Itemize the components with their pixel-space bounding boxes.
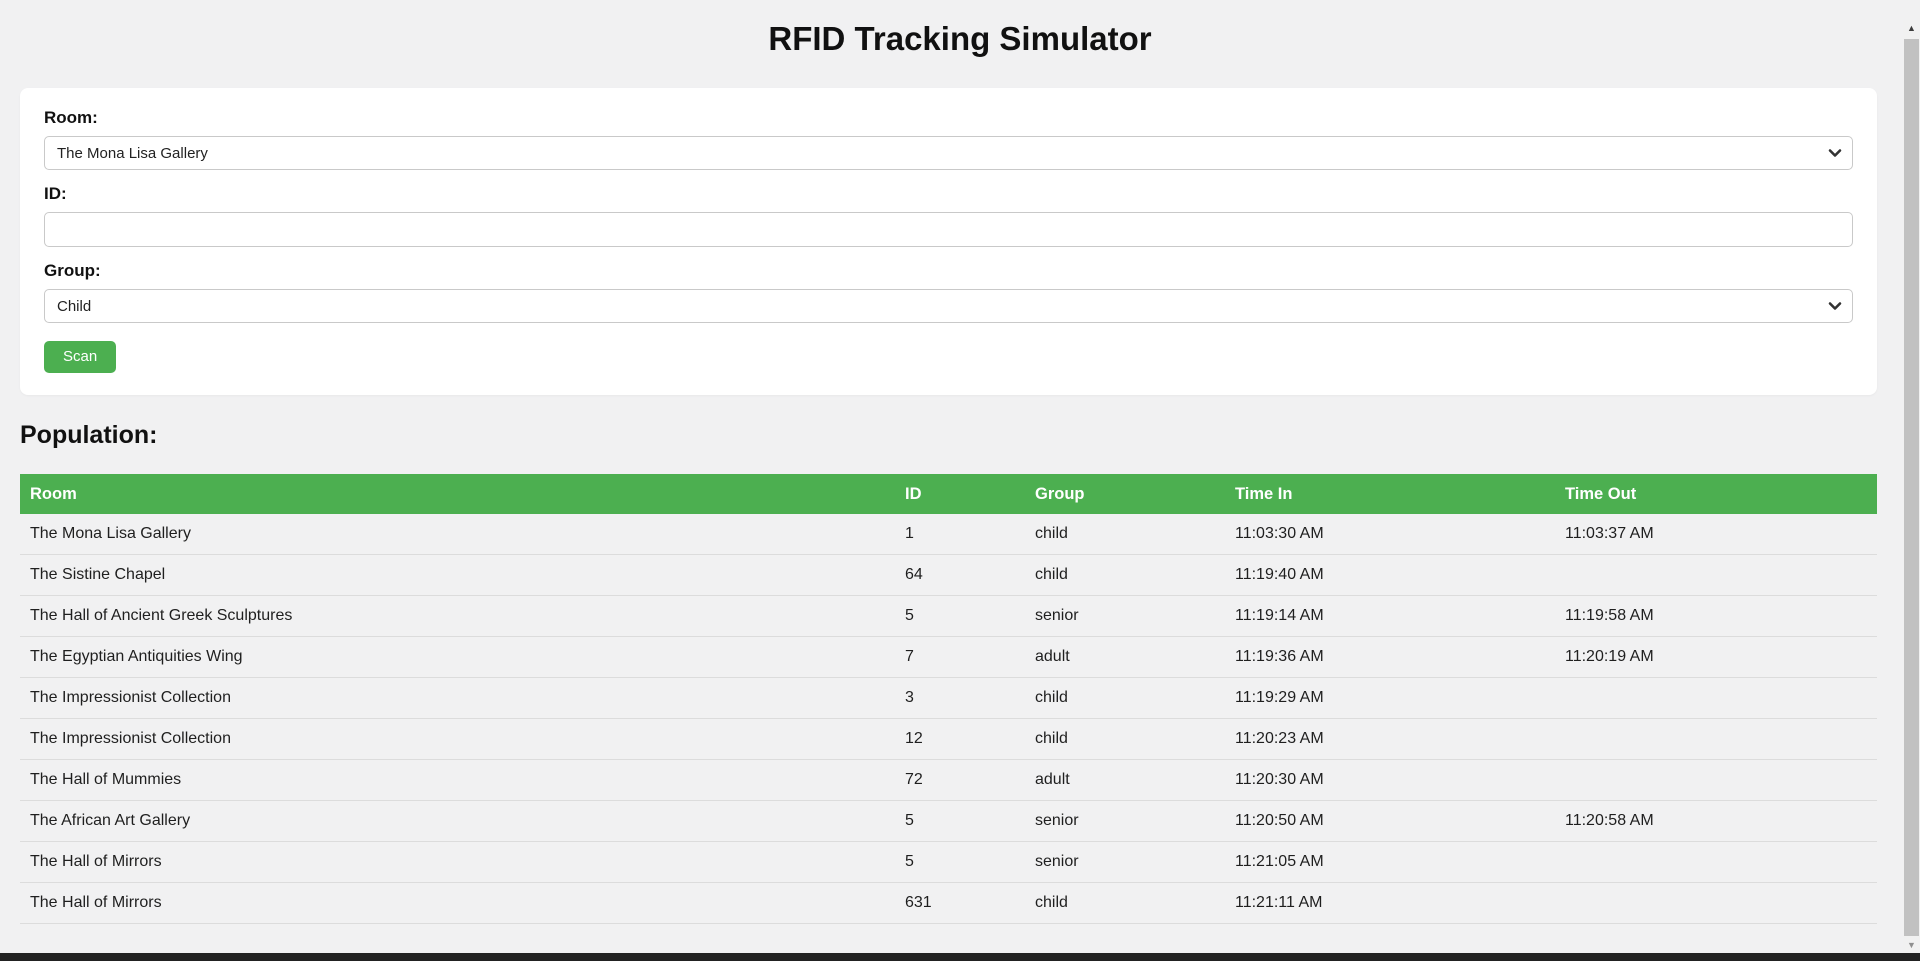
cell-time-in: 11:19:29 AM — [1225, 677, 1555, 719]
cell-id: 12 — [895, 718, 1025, 760]
column-header-group: Group — [1025, 474, 1225, 514]
cell-time-in: 11:19:14 AM — [1225, 595, 1555, 637]
cell-id: 3 — [895, 677, 1025, 719]
column-header-time-out: Time Out — [1555, 474, 1877, 514]
id-label: ID: — [44, 184, 67, 203]
cell-id: 72 — [895, 759, 1025, 801]
table-row: The Impressionist Collection 3 child 11:19:… — [20, 677, 1877, 719]
cell-id: 631 — [895, 882, 1025, 924]
cell-id: 7 — [895, 636, 1025, 678]
cell-time-in: 11:20:23 AM — [1225, 718, 1555, 760]
cell-id: 1 — [895, 514, 1025, 555]
cell-time-out — [1555, 677, 1877, 719]
cell-time-in: 11:21:11 AM — [1225, 882, 1555, 924]
cell-time-out — [1555, 718, 1877, 760]
room-label: Room: — [44, 108, 98, 127]
cell-id: 5 — [895, 595, 1025, 637]
scroll-up-icon[interactable]: ▲ — [1907, 22, 1916, 33]
scan-form-card: Room: The Mona Lisa Gallery ID: Group: C… — [20, 88, 1877, 395]
cell-time-out — [1555, 759, 1877, 801]
room-select[interactable]: The Mona Lisa Gallery — [44, 136, 1853, 170]
population-heading: Population: — [20, 421, 158, 449]
cell-time-in: 11:03:30 AM — [1225, 514, 1555, 555]
cell-group: adult — [1025, 759, 1225, 801]
cell-time-out — [1555, 841, 1877, 883]
cell-room: The Egyptian Antiquities Wing — [20, 636, 895, 678]
cell-group: child — [1025, 882, 1225, 924]
cell-group: senior — [1025, 800, 1225, 842]
cell-time-out — [1555, 554, 1877, 596]
cell-room: The Mona Lisa Gallery — [20, 514, 895, 555]
room-select-wrap: The Mona Lisa Gallery — [44, 136, 1853, 170]
table-row: The Mona Lisa Gallery 1 child 11:03:30 AM 11… — [20, 514, 1877, 555]
cell-time-in: 11:20:30 AM — [1225, 759, 1555, 801]
cell-time-in: 11:20:50 AM — [1225, 800, 1555, 842]
cell-room: The Impressionist Collection — [20, 677, 895, 719]
table-row: The Sistine Chapel 64 child 11:19:40 AM — [20, 554, 1877, 596]
column-header-id: ID — [895, 474, 1025, 514]
scan-button[interactable]: Scan — [44, 341, 117, 373]
page-title: RFID Tracking Simulator — [768, 20, 1152, 57]
column-header-time-in: Time In — [1225, 474, 1555, 514]
table-header-row: Room ID Group Time In Time Out — [20, 474, 1877, 514]
id-input[interactable] — [44, 212, 1853, 247]
cell-room: The Hall of Ancient Greek Sculptures — [20, 595, 895, 637]
column-header-room: Room — [20, 474, 895, 514]
cell-time-out: 11:19:58 AM — [1555, 595, 1877, 637]
cell-group: child — [1025, 554, 1225, 596]
table-row: The Impressionist Collection 12 child 11:20… — [20, 718, 1877, 760]
cell-room: The Sistine Chapel — [20, 554, 895, 596]
cell-time-out: 11:20:19 AM — [1555, 636, 1877, 678]
scrollbar-thumb[interactable] — [1904, 39, 1919, 936]
cell-group: senior — [1025, 841, 1225, 883]
cell-room: The Hall of Mummies — [20, 759, 895, 801]
cell-time-out: 11:03:37 AM — [1555, 514, 1877, 555]
cell-time-in: 11:19:40 AM — [1225, 554, 1555, 596]
population-table: Room ID Group Time In Time Out The Mona … — [20, 474, 1877, 924]
table-row: The Hall of Mirrors 631 child 11:21:11 AM — [20, 882, 1877, 924]
cell-room: The Impressionist Collection — [20, 718, 895, 760]
cell-room: The Hall of Mirrors — [20, 841, 895, 883]
group-label: Group: — [44, 261, 101, 280]
cell-group: child — [1025, 514, 1225, 555]
cell-group: adult — [1025, 636, 1225, 678]
cell-room: The Hall of Mirrors — [20, 882, 895, 924]
cell-time-in: 11:19:36 AM — [1225, 636, 1555, 678]
group-select-wrap: Child — [44, 289, 1853, 323]
cell-time-out: 11:20:58 AM — [1555, 800, 1877, 842]
cell-time-in: 11:21:05 AM — [1225, 841, 1555, 883]
cell-id: 5 — [895, 841, 1025, 883]
cell-id: 5 — [895, 800, 1025, 842]
table-row: The Hall of Ancient Greek Sculptures 5 sen… — [20, 595, 1877, 637]
cell-group: child — [1025, 677, 1225, 719]
window-bottom-edge — [0, 953, 1920, 961]
table-row: The African Art Gallery 5 senior 11:20:50 A… — [20, 800, 1877, 842]
cell-group: child — [1025, 718, 1225, 760]
table-row: The Egyptian Antiquities Wing 7 adult 11:19… — [20, 636, 1877, 678]
table-row: The Hall of Mirrors 5 senior 11:21:05 AM — [20, 841, 1877, 883]
cell-room: The African Art Gallery — [20, 800, 895, 842]
cell-group: senior — [1025, 595, 1225, 637]
vertical-scrollbar[interactable]: ▲ ▼ — [1903, 20, 1920, 953]
table-body: The Mona Lisa Gallery 1 child 11:03:30 AM 11… — [20, 514, 1877, 924]
group-select[interactable]: Child — [44, 289, 1853, 323]
table-row: The Hall of Mummies 72 adult 11:20:30 AM — [20, 759, 1877, 801]
cell-time-out — [1555, 882, 1877, 924]
cell-id: 64 — [895, 554, 1025, 596]
scroll-down-icon[interactable]: ▼ — [1907, 939, 1916, 950]
